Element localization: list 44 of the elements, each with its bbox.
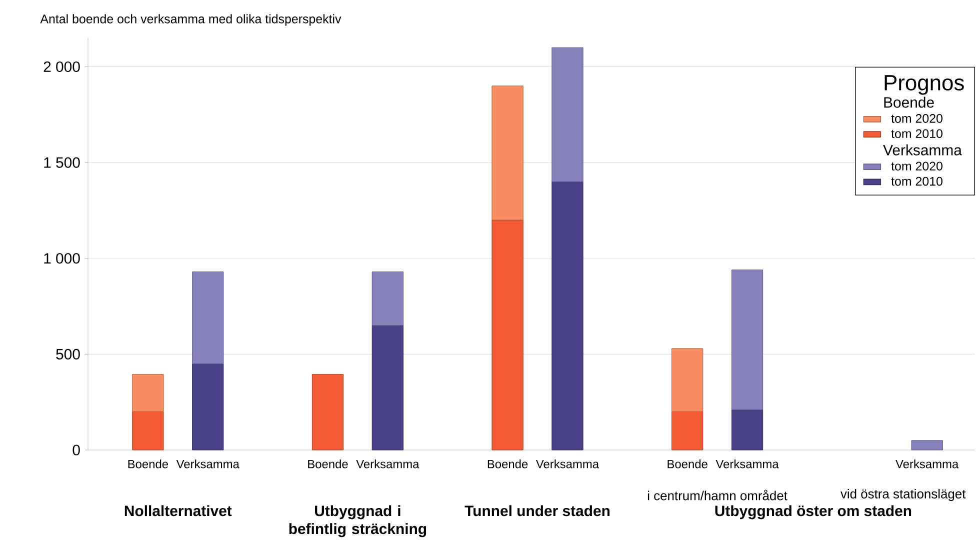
bar <box>492 86 524 220</box>
legend-label: tom 2010 <box>891 176 942 186</box>
bar <box>192 272 224 364</box>
y-tick-label: 1 000 <box>44 253 80 264</box>
text: Nollalternativet <box>124 505 232 516</box>
y-tick-label: 0 <box>72 444 80 456</box>
x-tick-label: Verksamma <box>896 460 959 468</box>
legend-label: tom 2020 <box>891 162 942 171</box>
x-tick-label: Verksamma <box>536 460 600 468</box>
bar <box>132 374 164 412</box>
text: vid östra stationsläget <box>840 488 966 502</box>
text: Utbyggnad öster om staden <box>715 505 912 520</box>
bar <box>731 410 764 450</box>
x-tick-label: Verksamma <box>356 460 420 468</box>
annotation: Boende <box>884 96 934 108</box>
x-tick-label: Boende <box>488 460 528 468</box>
text: Tunnel under staden <box>464 505 610 516</box>
bar <box>672 348 704 412</box>
bar <box>911 440 943 450</box>
bar <box>192 364 224 450</box>
text: i centrum/hamn området <box>648 490 788 500</box>
y-tick-label: 2 000 <box>44 61 80 72</box>
y-tick-label: 500 <box>56 348 80 360</box>
legend-title: Prognos <box>884 75 964 95</box>
bar <box>372 325 404 450</box>
bar <box>312 374 344 450</box>
x-tick-label: Verksamma <box>716 460 779 468</box>
chart-title: Antal boende och verksamma med olika tidsperspektiv <box>40 14 342 26</box>
x-tick-label: Verksamma <box>176 460 240 468</box>
text: Utbyggnad i befintlig sträckning <box>289 505 426 538</box>
x-tick-label: Boende <box>308 460 348 468</box>
legend-label: tom 2020 <box>891 114 942 123</box>
legend-label: tom 2010 <box>891 129 942 138</box>
x-tick-label: Boende <box>668 460 708 468</box>
annotation: Verksamma <box>883 144 962 156</box>
bar <box>552 181 584 450</box>
bar <box>492 220 524 450</box>
bar <box>672 411 704 450</box>
y-tick-label: 1 500 <box>44 157 80 168</box>
x-tick-label: Boende <box>128 460 168 468</box>
bar <box>731 270 764 410</box>
bar <box>552 47 584 182</box>
bar <box>132 411 164 450</box>
bar <box>372 272 404 326</box>
